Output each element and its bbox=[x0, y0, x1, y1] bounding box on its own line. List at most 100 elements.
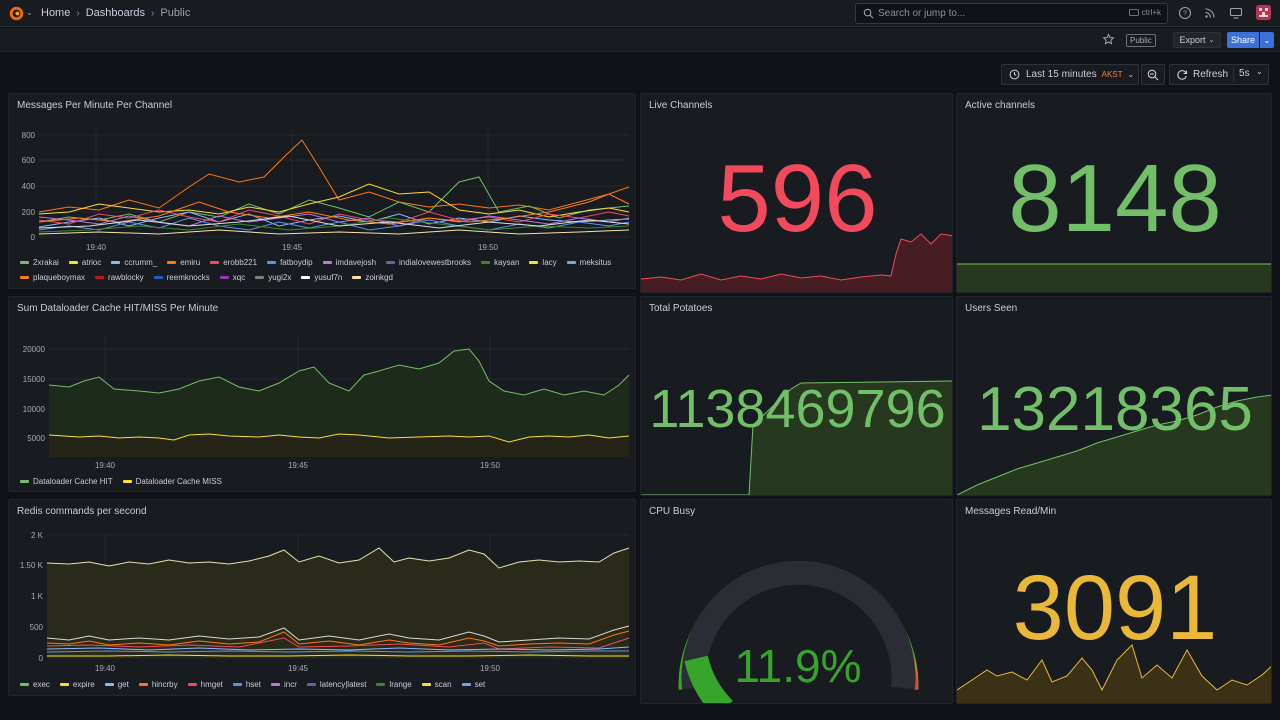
legend-swatch bbox=[322, 261, 332, 264]
panel-title[interactable]: Total Potatoes bbox=[649, 303, 713, 314]
refresh-icon bbox=[1177, 69, 1188, 80]
y-tick: 1.50 K bbox=[20, 561, 44, 570]
legend-swatch bbox=[187, 683, 197, 686]
panel-title[interactable]: Live Channels bbox=[649, 100, 713, 111]
legend-item[interactable]: imdavejosh bbox=[322, 258, 377, 267]
series-line-yusuf7n bbox=[38, 215, 630, 229]
panel-live-channels: Live Channels 596 bbox=[640, 93, 953, 293]
panel-title[interactable]: Active channels bbox=[965, 100, 1036, 111]
refresh-button[interactable]: Refresh 5s ⌄ bbox=[1169, 64, 1269, 85]
legend-item[interactable]: ccrumm_ bbox=[111, 258, 157, 267]
legend-item[interactable]: hmget bbox=[187, 680, 223, 689]
legend-item[interactable]: latency|latest bbox=[306, 680, 366, 689]
legend-label: zoinkgd bbox=[365, 273, 393, 282]
help-icon[interactable]: ? bbox=[1178, 6, 1192, 20]
panel-messages-per-minute: Messages Per Minute Per Channel 800 600 … bbox=[8, 93, 636, 289]
panel-title[interactable]: Redis commands per second bbox=[17, 506, 147, 517]
live-channels-value: 596 bbox=[717, 145, 878, 252]
legend-item[interactable]: Dataloader Cache MISS bbox=[122, 477, 222, 486]
panel-title[interactable]: CPU Busy bbox=[649, 506, 696, 517]
legend-item[interactable]: fatboydip bbox=[267, 258, 313, 267]
legend-item[interactable]: incr bbox=[270, 680, 297, 689]
legend-item[interactable]: plaqueboymax bbox=[20, 273, 85, 282]
chevron-down-icon[interactable]: ⌄ bbox=[26, 8, 33, 17]
legend-item[interactable]: zoinkgd bbox=[352, 273, 393, 282]
messages-timeseries-chart: 800 600 400 200 0 19:40 19:45 19:50 bbox=[22, 130, 630, 252]
legend-label: xqc bbox=[232, 273, 246, 282]
search-shortcut-label: ctrl+k bbox=[1141, 8, 1161, 17]
legend-item[interactable]: meksitus bbox=[566, 258, 611, 267]
y-tick: 0 bbox=[31, 233, 36, 242]
legend-item[interactable]: atrioc bbox=[68, 258, 101, 267]
legend-label: lrange bbox=[389, 680, 412, 689]
legend-item[interactable]: hset bbox=[232, 680, 261, 689]
keyboard-icon bbox=[1128, 9, 1139, 16]
legend-swatch bbox=[461, 683, 471, 686]
legend-label: erobb221 bbox=[223, 258, 258, 267]
zoom-out-icon bbox=[1147, 69, 1159, 81]
legend-item[interactable]: get bbox=[104, 680, 129, 689]
legend-swatch bbox=[219, 276, 229, 279]
kiosk-monitor-icon[interactable] bbox=[1229, 6, 1243, 20]
legend-swatch bbox=[210, 261, 220, 264]
search-placeholder: Search or jump to... bbox=[878, 8, 966, 19]
grafana-logo-icon[interactable] bbox=[8, 5, 25, 22]
zoom-out-button[interactable] bbox=[1141, 64, 1165, 85]
star-icon[interactable] bbox=[1102, 33, 1115, 46]
legend-item[interactable]: xqc bbox=[219, 273, 246, 282]
refresh-interval-picker[interactable]: 5s bbox=[1239, 68, 1250, 79]
panel-title[interactable]: Messages Read/Min bbox=[965, 506, 1057, 517]
legend-item[interactable]: expire bbox=[59, 680, 95, 689]
breadcrumb-home[interactable]: Home bbox=[41, 7, 71, 19]
legend-item[interactable]: yusuf7n bbox=[301, 273, 342, 282]
breadcrumb-separator-icon: › bbox=[151, 7, 155, 19]
legend-swatch bbox=[59, 683, 69, 686]
legend-item[interactable]: emiru bbox=[167, 258, 200, 267]
legend-label: rawblocky bbox=[108, 273, 144, 282]
share-menu-button[interactable]: ⌄ bbox=[1260, 32, 1274, 48]
legend-item[interactable]: indialovewestbrooks bbox=[386, 258, 471, 267]
panel-cpu-busy: CPU Busy 11.9% bbox=[640, 499, 953, 704]
legend-swatch bbox=[138, 683, 148, 686]
legend-item[interactable]: yugi2x bbox=[255, 273, 291, 282]
chart-legend: 2xrakai atrioc ccrumm_ emiru erobb221 fatboyd… bbox=[20, 258, 620, 282]
legend-item[interactable]: Dataloader Cache HIT bbox=[20, 477, 113, 486]
legend-label: hset bbox=[245, 680, 261, 689]
rss-news-icon[interactable] bbox=[1203, 6, 1217, 20]
legend-item[interactable]: scan bbox=[421, 680, 452, 689]
legend-item[interactable]: lrange bbox=[376, 680, 412, 689]
time-range-picker[interactable]: Last 15 minutes AKST ⌄ bbox=[1001, 64, 1139, 85]
legend-swatch bbox=[20, 683, 29, 686]
legend-label: emiru bbox=[180, 258, 201, 267]
panel-title[interactable]: Users Seen bbox=[965, 303, 1018, 314]
panel-title[interactable]: Messages Per Minute Per Channel bbox=[17, 100, 173, 111]
legend-item[interactable]: kaysan bbox=[481, 258, 519, 267]
series-line-2xrakai bbox=[38, 176, 630, 223]
gauge-track-arc bbox=[681, 560, 916, 690]
legend-swatch bbox=[95, 276, 105, 279]
legend-item[interactable]: set bbox=[461, 680, 485, 689]
legend-item[interactable]: 2xrakai bbox=[20, 258, 59, 267]
panel-title[interactable]: Sum Dataloader Cache HIT/MISS Per Minute bbox=[17, 303, 219, 314]
legend-label: yugi2x bbox=[268, 273, 292, 282]
legend-label: imdavejosh bbox=[335, 258, 377, 267]
legend-item[interactable]: rawblocky bbox=[95, 273, 144, 282]
search-input[interactable]: Search or jump to... ctrl+k bbox=[855, 3, 1168, 24]
legend-item[interactable]: lacy bbox=[529, 258, 557, 267]
series-line-cache-miss bbox=[48, 433, 630, 443]
avatar[interactable] bbox=[1256, 5, 1271, 20]
breadcrumb-current: Public bbox=[160, 7, 191, 19]
legend-label: hincrby bbox=[151, 680, 178, 689]
legend-label: hmget bbox=[200, 680, 223, 689]
cpu-busy-value: 11.9% bbox=[734, 640, 861, 692]
legend-item[interactable]: erobb221 bbox=[210, 258, 257, 267]
export-button[interactable]: Export ⌄ bbox=[1173, 32, 1221, 48]
legend-label: get bbox=[117, 680, 129, 689]
legend-item[interactable]: exec bbox=[20, 680, 50, 689]
breadcrumb-dashboards[interactable]: Dashboards bbox=[85, 7, 146, 19]
share-button[interactable]: Share bbox=[1227, 32, 1259, 48]
legend-label: expire bbox=[72, 680, 95, 689]
legend-item[interactable]: reemknocks bbox=[153, 273, 210, 282]
legend-item[interactable]: hincrby bbox=[138, 680, 178, 689]
legend-swatch bbox=[386, 261, 396, 264]
